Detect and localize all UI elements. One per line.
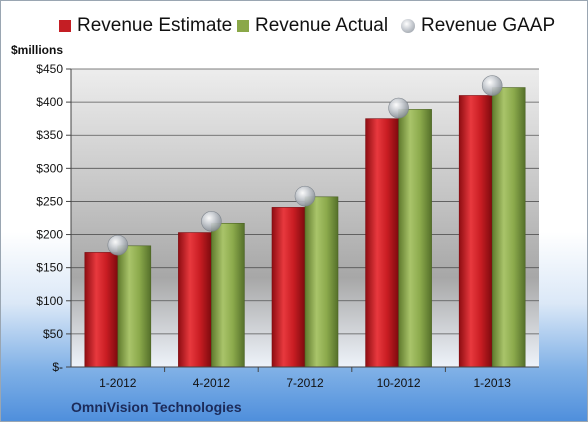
marker-revenue-gaap: [201, 211, 222, 232]
y-tick-label: $150: [36, 261, 63, 275]
marker-revenue-gaap: [388, 97, 409, 119]
x-tick-label: 1-2013: [474, 376, 512, 390]
legend-label-estimate: Revenue Estimate: [77, 15, 233, 36]
x-tick-label: 7-2012: [286, 376, 324, 390]
y-tick-label: $200: [36, 228, 63, 242]
y-tick-label: $400: [36, 95, 63, 109]
tick-labels: $- $50 $100 $150 $200 $250 $300 $350 $400 $450 1-2…: [36, 62, 511, 390]
bar-revenue-estimate: [271, 207, 306, 368]
bar-revenue-actual: [304, 196, 339, 368]
legend: Revenue Estimate Revenue Actual Revenue …: [1, 15, 587, 43]
company-name: OmniVision Technologies: [71, 399, 242, 415]
legend-swatch-gaap: [401, 19, 415, 33]
legend-item-gaap: Revenue GAAP: [401, 15, 555, 37]
y-tick-label: $100: [36, 294, 63, 308]
bar-revenue-estimate: [178, 232, 212, 368]
axes: [66, 68, 539, 372]
legend-swatch-actual: [237, 20, 249, 32]
legend-swatch-estimate: [59, 20, 71, 32]
y-tick-label: $50: [43, 327, 63, 341]
legend-item-estimate: Revenue Estimate: [59, 15, 232, 37]
x-tick-label: 4-2012: [193, 376, 231, 390]
marker-revenue-gaap: [294, 185, 316, 207]
y-tick-label: $-: [52, 360, 63, 374]
y-tick-label: $300: [36, 161, 63, 175]
bar-revenue-actual: [491, 87, 526, 368]
bar-revenue-actual: [398, 109, 432, 368]
bar-revenue-actual: [117, 245, 152, 368]
y-tick-label: $250: [36, 194, 63, 208]
bar-revenue-estimate: [458, 95, 493, 368]
x-tick-label: 10-2012: [377, 376, 421, 390]
y-tick-label: $450: [36, 62, 63, 76]
x-tick-label: 1-2012: [99, 376, 137, 390]
bar-revenue-actual: [211, 222, 245, 368]
y-tick-label: $350: [36, 128, 63, 142]
marker-revenue-gaap: [481, 75, 503, 96]
marker-revenue-gaap: [107, 234, 129, 256]
bar-revenue-estimate: [84, 252, 119, 368]
legend-label-actual: Revenue Actual: [255, 15, 389, 36]
y-axis-unit-label: $millions: [11, 43, 64, 57]
legend-label-gaap: Revenue GAAP: [421, 15, 556, 36]
legend-item-actual: Revenue Actual: [237, 15, 388, 37]
bar-revenue-estimate: [365, 118, 399, 368]
